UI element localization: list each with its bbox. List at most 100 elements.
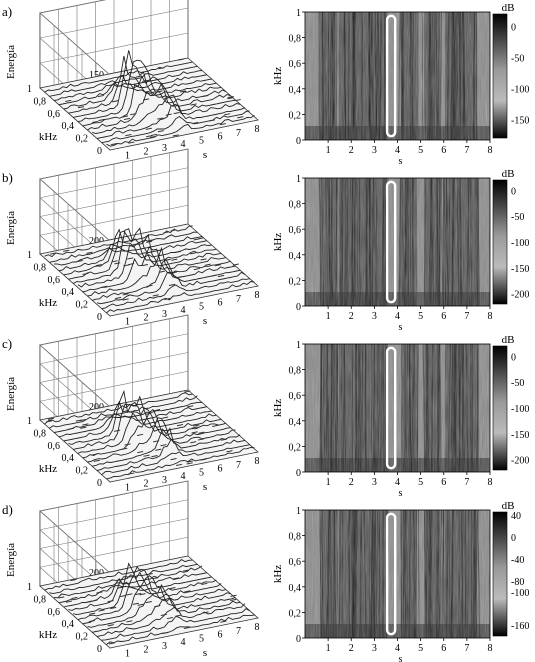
surface-dash	[142, 79, 149, 82]
spectrogram-texture	[305, 344, 490, 472]
surface-dash	[237, 116, 244, 119]
surface-dash	[101, 285, 108, 288]
x-tick-label: 6	[441, 311, 446, 322]
x-tick-label: 3	[372, 477, 377, 488]
z-axis-label: Energía	[5, 211, 17, 245]
surface-dash	[197, 438, 204, 441]
surface-ridge	[82, 75, 231, 127]
surface-dash	[127, 257, 134, 260]
surface-dash	[135, 75, 142, 78]
y-tick-label: 0,6	[289, 391, 302, 402]
colorbar-strip	[492, 345, 508, 471]
surface-dash	[141, 263, 149, 267]
spectrogram-texture	[305, 510, 490, 638]
spectrogram-plot: 0 0,2 0,4 0,6 0,8 1 kHz 1 2 3 4 5 6 7 8 s	[272, 8, 493, 167]
spectrogram-plot: 0 0,2 0,4 0,6 0,8 1 kHz 1 2 3 4 5 6 7 8 s	[272, 506, 493, 662]
surface-dash	[47, 417, 55, 420]
y-tick-label: 0,4	[289, 417, 302, 428]
surface-dash	[146, 240, 153, 243]
x-tick-label: 4	[181, 305, 186, 316]
y-tick-label: 0,2	[289, 608, 302, 619]
surface-ridge	[63, 74, 212, 110]
panel-1: a) 5 0 1 0 0 150 Energía 0 0,2 0,4 0,6 0,8 1 kHz 1 2 3 4 5 6…	[2, 0, 529, 167]
surface-dash	[192, 121, 199, 125]
y-tick-label: 0,8	[34, 594, 47, 605]
spectrogram-texture	[305, 12, 490, 140]
surface-dash	[137, 450, 144, 454]
colorbar-tick-label: 0	[511, 352, 516, 363]
x-tick-label: 5	[418, 311, 423, 322]
spectrogram-plot: 0 0,2 0,4 0,6 0,8 1 kHz 1 2 3 4 5 6 7 8 s	[272, 340, 493, 499]
surface-ridge	[77, 59, 227, 123]
surface-dash	[45, 420, 53, 423]
y-axis-label: kHz	[272, 233, 284, 251]
y-tick-label: 0,2	[76, 300, 89, 311]
z-grid-line	[39, 314, 189, 408]
colorbar-tick-label: -50	[511, 53, 524, 64]
x-tick-label: 1	[125, 482, 130, 493]
y-axis-label: kHz	[272, 399, 284, 417]
surface-dash	[128, 141, 135, 144]
y-tick-label: 0,4	[289, 583, 302, 594]
surface-dash	[200, 258, 207, 261]
surface-dash	[107, 624, 114, 627]
surface-dash	[63, 249, 70, 252]
x-tick-label: 6	[441, 643, 446, 654]
surface-dash	[176, 424, 184, 427]
x-tick-label: 3	[372, 643, 377, 654]
x-tick-label: 8	[488, 145, 493, 156]
surface-ridge	[58, 406, 207, 438]
surface-dash	[224, 113, 231, 116]
surface-dash	[111, 260, 118, 263]
x-tick-label: 6	[441, 145, 446, 156]
x-tick-label: 3	[372, 311, 377, 322]
surface-dash	[183, 626, 190, 630]
surface-dash	[190, 103, 197, 106]
colorbar-title: dB	[502, 334, 515, 346]
surface-ridge	[82, 408, 231, 459]
surface-dash	[108, 642, 115, 645]
z-grid-line	[39, 167, 189, 260]
y-tick-label: 1	[27, 582, 32, 593]
x-tick-label: 6	[218, 464, 223, 475]
x-tick-label: 2	[349, 145, 354, 156]
x-tick-label: 8	[488, 643, 493, 654]
surface-ridge	[49, 65, 198, 97]
surface-dash	[50, 252, 57, 255]
surface-dash	[126, 593, 133, 596]
colorbar-tick-label: -150	[511, 115, 529, 126]
y-tick-label: 0	[296, 302, 301, 313]
x-tick-label: 4	[395, 311, 400, 322]
x-tick-label: 6	[441, 477, 446, 488]
surface-dash	[96, 591, 103, 594]
x-tick-label: 2	[144, 479, 149, 490]
x-axis-label: s	[203, 647, 207, 659]
surface-dash	[123, 117, 131, 121]
surface-dash	[95, 264, 102, 267]
surface-dash	[110, 143, 117, 146]
surface-dash	[184, 590, 191, 593]
surface-dash	[175, 276, 182, 279]
surface-dash	[204, 263, 211, 266]
x-tick-label: 4	[181, 471, 186, 482]
x-axis-label: s	[203, 149, 207, 161]
x-tick-label: 4	[181, 139, 186, 150]
colorbar-tick-label: -50	[511, 212, 524, 223]
surface-dash	[158, 67, 165, 70]
z-tick-label: 200	[89, 402, 104, 413]
x-tick-label: 8	[255, 124, 260, 135]
z-axis-label: Energía	[5, 45, 17, 79]
surface-ridge	[44, 559, 193, 591]
surface-dash	[230, 598, 237, 602]
surface-ridge	[77, 233, 226, 288]
y-tick-label: 1	[27, 250, 32, 261]
z-grid-line	[39, 499, 189, 592]
y-tick-label: 0,2	[289, 110, 302, 121]
surface-dash	[212, 424, 219, 427]
y-axis-label: kHz	[272, 565, 284, 583]
surface-dash	[174, 250, 182, 254]
panel-3: c) 5 0 1 0 0 1 5 0 200 Energía 0 0,2 0,4 0,6 0,8 1 kHz 1 2 3…	[2, 314, 529, 499]
y-tick-label: 1	[296, 506, 301, 517]
x-tick-label: 3	[372, 145, 377, 156]
surface-plot: 50100150200Energía00,20,40,60,81kHz12345…	[5, 480, 260, 659]
